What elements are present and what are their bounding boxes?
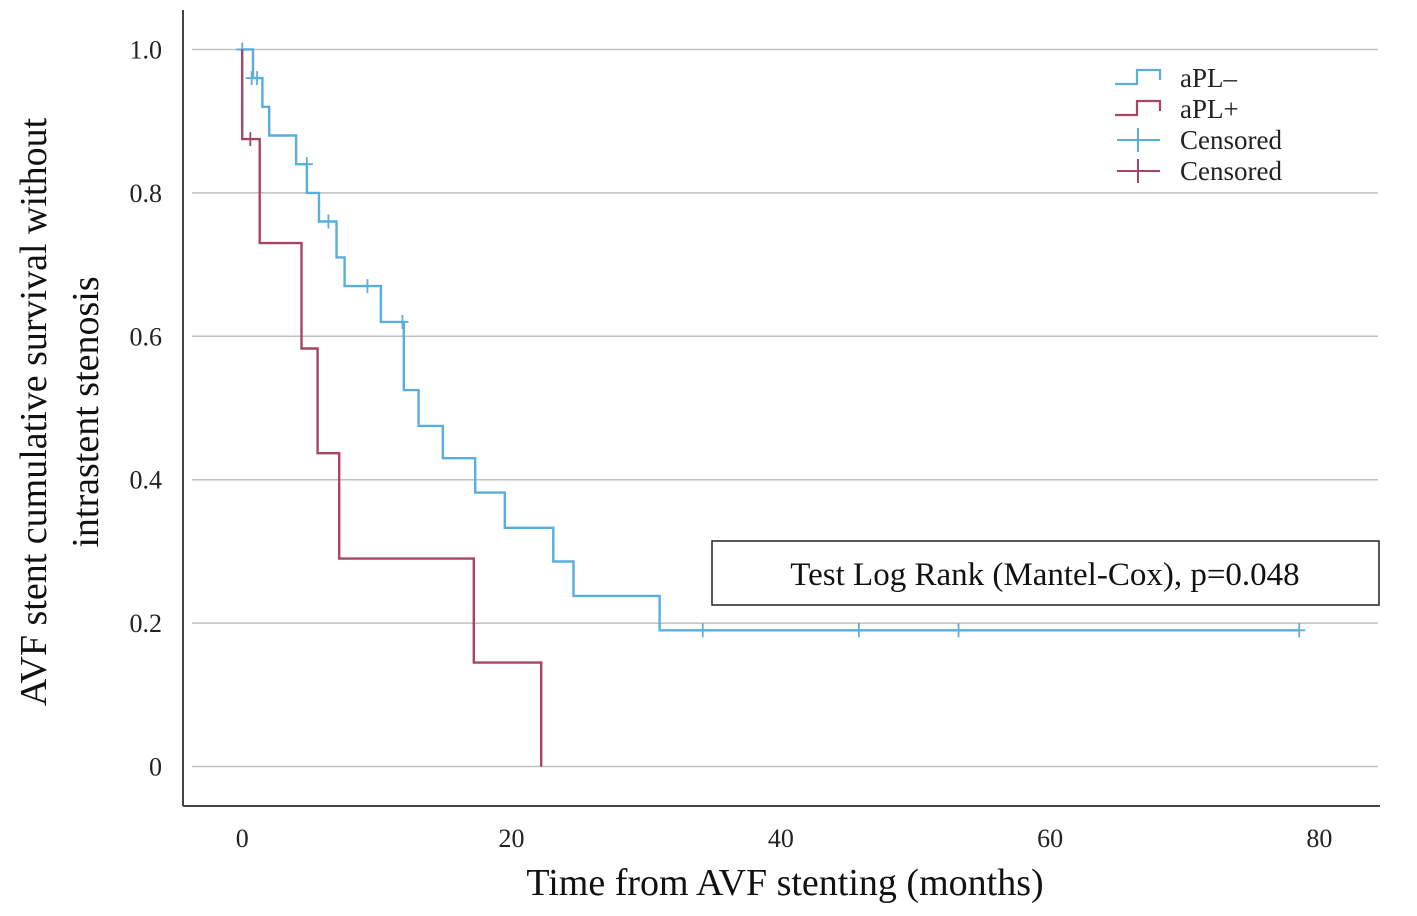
censor-mark-apl-negative-2 xyxy=(251,71,264,86)
censor-mark-apl-negative-10 xyxy=(1293,623,1306,638)
legend-label: aPL– xyxy=(1180,63,1237,93)
legend-cross-icon xyxy=(1117,128,1160,152)
legend-cross-icon xyxy=(1117,159,1160,183)
legend-step-icon xyxy=(1115,99,1162,117)
y-tick-label-4: 0.8 xyxy=(130,179,163,208)
legend-label: aPL+ xyxy=(1180,94,1239,124)
annotation-box xyxy=(711,540,1380,606)
axes xyxy=(182,10,1380,807)
x-tick-label-0: 0 xyxy=(236,824,249,853)
y-tick-label-3: 0.6 xyxy=(130,322,163,351)
legend-label: Censored xyxy=(1180,156,1282,186)
legend-label: Censored xyxy=(1180,125,1282,155)
censor-mark-apl-negative-4 xyxy=(322,214,335,229)
survival-curve-apl-positive xyxy=(241,49,543,767)
censor-mark-apl-negative-5 xyxy=(361,279,374,294)
legend-item-1: aPL+ xyxy=(1115,94,1239,124)
y-axis-title-line-1: AVF stent cumulative survival without xyxy=(13,117,55,706)
x-tick-label-4: 80 xyxy=(1306,824,1332,853)
censor-mark-apl-negative-6 xyxy=(396,314,409,329)
y-tick-label-0: 0 xyxy=(149,753,162,782)
y-axis-title-line-2: intrastent stenosis xyxy=(65,276,107,547)
y-tick-label-1: 0.2 xyxy=(130,609,163,638)
censor-mark-apl-negative-7 xyxy=(696,623,709,638)
y-tick-label-5: 1.0 xyxy=(130,35,163,64)
legend-step-icon xyxy=(1115,68,1162,86)
x-tick-label-2: 40 xyxy=(768,824,794,853)
tick-labels: 0 0.2 0.4 0.6 0.8 1.0 0 20 40 60 80 xyxy=(130,35,1333,853)
legend-item-3: Censored xyxy=(1117,156,1282,186)
annotation-text: Test Log Rank (Mantel-Cox), p=0.048 xyxy=(790,557,1299,593)
legend-item-0: aPL– xyxy=(1115,63,1237,93)
censor-mark-apl-negative-8 xyxy=(852,623,865,638)
y-tick-label-2: 0.4 xyxy=(130,466,163,495)
series xyxy=(236,42,1306,767)
legend-item-2: Censored xyxy=(1117,125,1282,155)
x-tick-label-3: 60 xyxy=(1037,824,1063,853)
survival-curve-apl-negative xyxy=(242,48,1300,632)
censor-mark-apl-negative-9 xyxy=(952,623,965,638)
x-tick-label-1: 20 xyxy=(499,824,525,853)
grid-lines xyxy=(192,48,1378,768)
logrank-annotation: Test Log Rank (Mantel-Cox), p=0.048 xyxy=(711,540,1380,606)
censor-mark-apl-negative-3 xyxy=(300,157,313,172)
censor-mark-apl-positive-0 xyxy=(244,132,257,147)
x-axis-title: Time from AVF stenting (months) xyxy=(526,862,1043,904)
